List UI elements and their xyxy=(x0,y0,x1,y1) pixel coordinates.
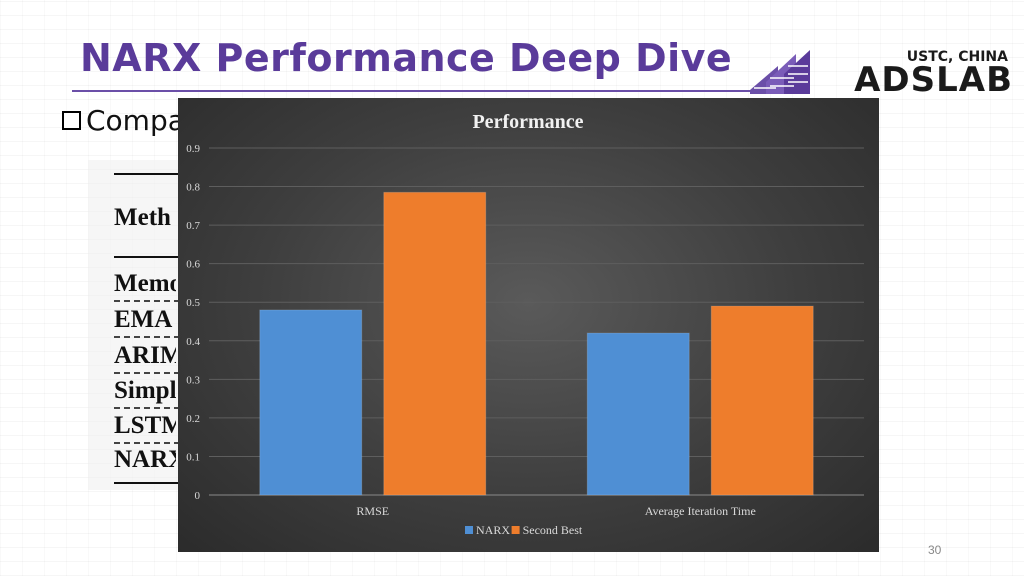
title-underline xyxy=(72,90,758,92)
bullet-text: Compa xyxy=(86,104,185,137)
legend-label: Second Best xyxy=(523,523,583,537)
bar-narx xyxy=(259,309,363,496)
x-category-label: RMSE xyxy=(356,504,389,518)
legend-swatch xyxy=(465,526,473,534)
chart-title: Performance xyxy=(472,111,583,133)
table-divider xyxy=(114,300,180,302)
table-divider xyxy=(114,372,180,374)
table-row: Memo xyxy=(114,270,176,297)
table-row: LSTM xyxy=(114,412,176,439)
bar-second-best xyxy=(383,191,487,496)
table-row-header: Meth xyxy=(114,204,171,231)
table-divider xyxy=(114,407,180,409)
y-tick-label: 0.1 xyxy=(186,451,200,463)
table-divider xyxy=(114,336,180,338)
table-top-rule xyxy=(114,173,184,175)
bar-narx xyxy=(586,332,690,496)
table-row: EMA xyxy=(114,306,173,333)
y-tick-label: 0.9 xyxy=(186,143,200,155)
legend-swatch xyxy=(511,526,520,534)
y-tick-label: 0.4 xyxy=(186,336,200,348)
table-row: NARX xyxy=(114,446,176,473)
y-tick-label: 0 xyxy=(195,490,201,502)
legend-label: NARX xyxy=(476,523,510,537)
table-divider xyxy=(114,442,180,444)
y-tick-label: 0.5 xyxy=(186,297,200,309)
table-header-rule xyxy=(114,256,184,258)
performance-chart: Performance 0 0.1 0.2 0.3 0.4 0.5 0.6 0.7 0.8 0.9 R… xyxy=(178,98,879,552)
table-bottom-rule xyxy=(114,482,184,484)
y-tick-label: 0.7 xyxy=(186,220,200,232)
logo-name: ADSLAB xyxy=(854,60,1013,100)
table-row: ARIM xyxy=(114,342,176,369)
y-tick-label: 0.8 xyxy=(186,182,200,194)
y-tick-label: 0.3 xyxy=(186,374,200,386)
y-tick-label: 0.2 xyxy=(186,413,200,425)
logo-subtitle: USTC, CHINA xyxy=(906,49,1008,65)
x-category-label: Average Iteration Time xyxy=(645,504,756,518)
slide-title: NARX Performance Deep Dive xyxy=(80,36,733,80)
page-number: 30 xyxy=(928,543,942,557)
bullet-square-icon xyxy=(62,111,81,130)
chart-canvas: Performance 0 0.1 0.2 0.3 0.4 0.5 0.6 0.7 0.8 0.9 R… xyxy=(186,111,864,537)
adslab-logo-icon xyxy=(750,50,810,94)
table-row: Simpl xyxy=(114,377,176,404)
y-tick-label: 0.6 xyxy=(186,259,200,271)
bar-second-best xyxy=(710,305,814,496)
